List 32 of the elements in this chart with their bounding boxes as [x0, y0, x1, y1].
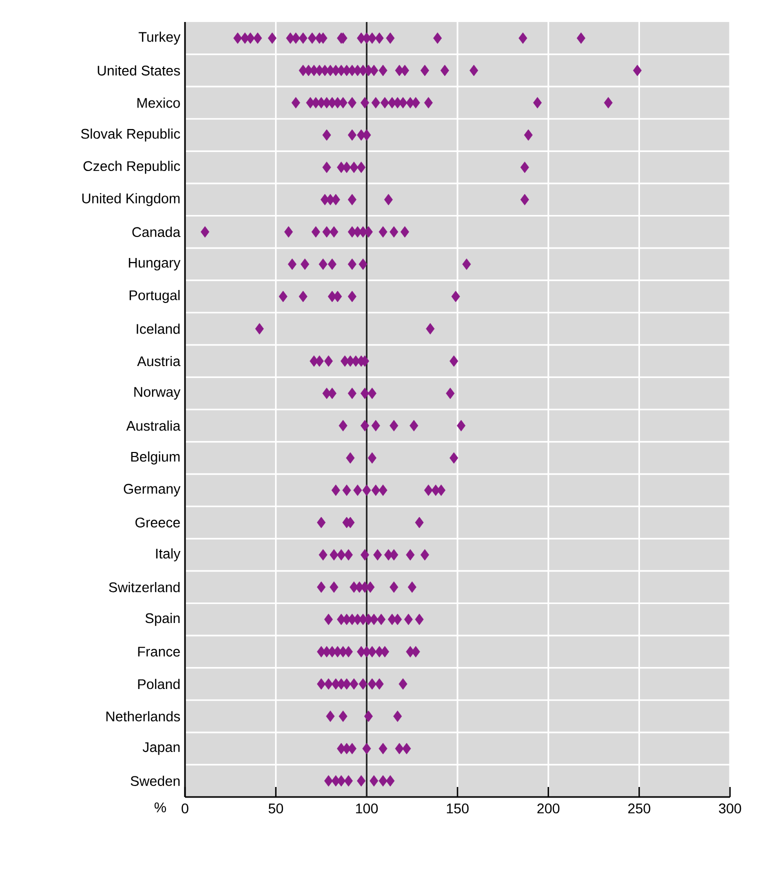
- x-tick-label: 50: [268, 804, 284, 814]
- x-tick-label: 250: [628, 804, 650, 814]
- y-tick-label: Czech Republic: [84, 160, 180, 174]
- y-tick-label: Japan: [142, 742, 180, 755]
- x-tick-label: 150: [446, 804, 469, 814]
- y-tick-label: Germany: [124, 484, 180, 497]
- y-tick-label: Netherlands: [106, 711, 180, 722]
- y-tick-label: Switzerland: [109, 582, 180, 592]
- y-tick-label: Poland: [138, 678, 180, 690]
- y-tick-label: Norway: [134, 387, 180, 400]
- y-tick-label: Australia: [126, 420, 180, 431]
- y-tick-label: United States: [98, 65, 180, 76]
- y-tick-label: Belgium: [131, 451, 180, 464]
- x-axis-title: %: [154, 802, 166, 812]
- y-tick-label: Italy: [156, 548, 180, 562]
- x-tick-label: 300: [718, 804, 742, 814]
- x-tick-label: 0: [182, 804, 188, 814]
- y-tick-label: Mexico: [137, 98, 180, 108]
- y-tick-label: Canada: [132, 226, 180, 238]
- y-tick-label: Turkey: [138, 32, 180, 45]
- y-tick-label: Slovak Republic: [81, 128, 180, 142]
- y-tick-label: France: [138, 646, 180, 657]
- y-tick-label: Iceland: [136, 324, 180, 334]
- y-tick-label: Hungary: [128, 258, 180, 270]
- x-tick-label: 200: [537, 804, 560, 814]
- y-tick-label: Sweden: [130, 776, 180, 786]
- y-tick-label: Austria: [137, 356, 180, 366]
- y-tick-label: United Kingdom: [82, 193, 180, 206]
- x-tick-label: 100: [356, 804, 378, 814]
- y-tick-label: Spain: [145, 612, 180, 626]
- y-tick-label: Portugal: [130, 290, 180, 303]
- y-tick-label: Greece: [135, 518, 180, 528]
